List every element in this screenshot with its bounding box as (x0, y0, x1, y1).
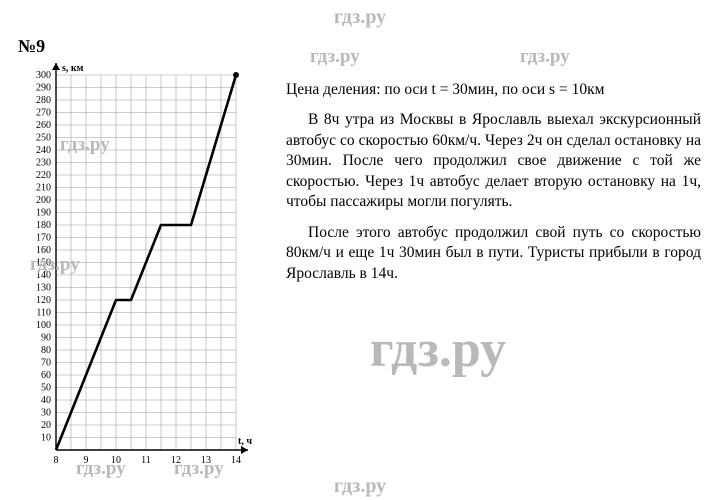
chart-svg: 1020304050607080901001101201301401501601… (12, 54, 262, 474)
svg-text:40: 40 (41, 395, 51, 406)
svg-text:300: 300 (36, 70, 51, 81)
svg-text:190: 190 (36, 208, 51, 219)
bottom-watermark: гдз.ру (0, 475, 720, 498)
motion-chart: 1020304050607080901001101201301401501601… (12, 54, 262, 474)
scale-note: Цена деления: по оси t = 30мин, по оси s… (286, 80, 701, 100)
svg-text:180: 180 (36, 220, 51, 231)
svg-text:200: 200 (36, 195, 51, 206)
svg-text:13: 13 (201, 455, 211, 466)
svg-text:270: 270 (36, 108, 51, 119)
text-watermark-2: гдз.ру (520, 46, 570, 68)
text-watermark-1: гдз.ру (310, 46, 360, 68)
svg-text:210: 210 (36, 183, 51, 194)
svg-text:10: 10 (111, 455, 121, 466)
svg-text:130: 130 (36, 283, 51, 294)
svg-text:260: 260 (36, 120, 51, 131)
svg-text:90: 90 (41, 333, 51, 344)
svg-text:30: 30 (41, 408, 51, 419)
svg-text:110: 110 (36, 308, 51, 319)
svg-text:160: 160 (36, 245, 51, 256)
header-watermark: гдз.ру (0, 6, 720, 29)
svg-text:220: 220 (36, 170, 51, 181)
svg-text:20: 20 (41, 420, 51, 431)
svg-text:80: 80 (41, 345, 51, 356)
svg-text:60: 60 (41, 370, 51, 381)
svg-text:100: 100 (36, 320, 51, 331)
svg-text:t, ч: t, ч (238, 436, 252, 447)
solution-text: Цена деления: по оси t = 30мин, по оси s… (286, 80, 701, 294)
svg-text:8: 8 (54, 455, 59, 466)
svg-text:120: 120 (36, 295, 51, 306)
paragraph-1: В 8ч утра из Москвы в Ярославль выехал э… (286, 110, 701, 212)
svg-text:14: 14 (231, 455, 241, 466)
paragraph-2: После этого автобус продолжил свой путь … (286, 223, 701, 284)
svg-text:50: 50 (41, 383, 51, 394)
svg-text:70: 70 (41, 358, 51, 369)
svg-text:9: 9 (84, 455, 89, 466)
svg-text:11: 11 (141, 455, 151, 466)
svg-text:140: 140 (36, 270, 51, 281)
svg-text:170: 170 (36, 233, 51, 244)
svg-text:10: 10 (41, 433, 51, 444)
svg-text:280: 280 (36, 95, 51, 106)
svg-text:230: 230 (36, 158, 51, 169)
svg-text:290: 290 (36, 83, 51, 94)
large-watermark: гдз.ру (370, 320, 506, 379)
svg-text:240: 240 (36, 145, 51, 156)
svg-text:12: 12 (171, 455, 181, 466)
svg-text:s, км: s, км (62, 63, 84, 74)
svg-text:250: 250 (36, 133, 51, 144)
svg-text:150: 150 (36, 258, 51, 269)
